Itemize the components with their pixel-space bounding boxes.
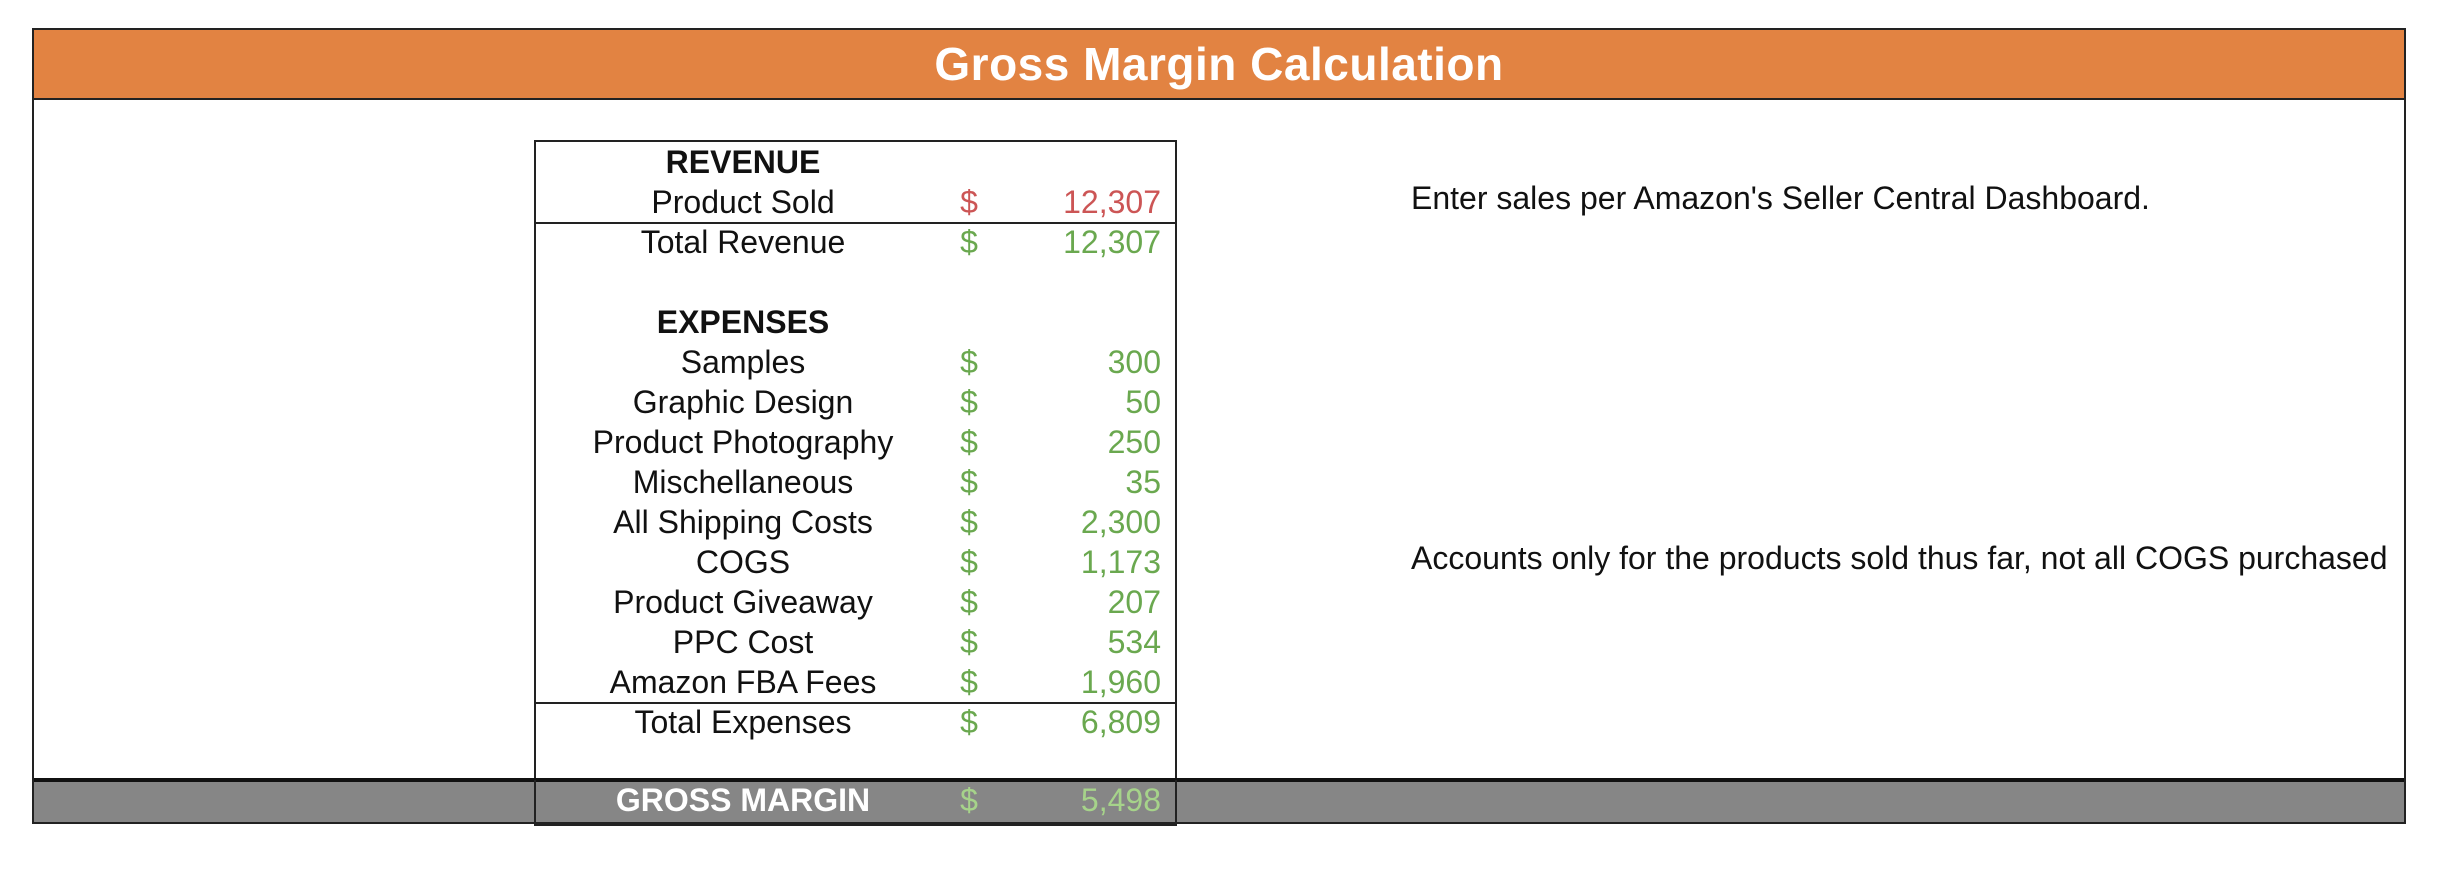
cogs-note: Accounts only for the products sold thus… <box>1411 540 2388 576</box>
row-label: Amazon FBA Fees <box>609 664 877 700</box>
row-label: Mischellaneous <box>632 464 854 500</box>
expense-amount[interactable]: 2,300 <box>1080 504 1161 540</box>
expense-amount[interactable]: 35 <box>1125 464 1161 500</box>
gross-margin-row: GROSS MARGIN $ 5,498 <box>534 780 1177 824</box>
row-label: Graphic Design <box>632 384 854 420</box>
revenue-row-product-sold[interactable]: Product Sold $ 12,307 <box>536 182 1175 222</box>
expense-row-miscellaneous[interactable]: Mischellaneous $ 35 <box>536 462 1175 502</box>
sheet-title: Gross Margin Calculation <box>34 30 2404 100</box>
row-label: Product Giveaway <box>613 584 873 620</box>
expense-amount[interactable]: 250 <box>1107 424 1161 460</box>
currency-symbol: $ <box>960 504 978 540</box>
row-label: Total Revenue <box>640 224 846 260</box>
gross-margin-bar <box>34 778 2404 822</box>
product-sold-amount[interactable]: 12,307 <box>1063 184 1161 220</box>
currency-symbol: $ <box>960 664 978 700</box>
expense-row-product-photography[interactable]: Product Photography $ 250 <box>536 422 1175 462</box>
divider <box>536 222 1175 224</box>
gross-margin-amount: 5,498 <box>1080 782 1161 818</box>
row-label: Samples <box>680 344 806 380</box>
currency-symbol: $ <box>960 384 978 420</box>
expense-row-product-giveaway[interactable]: Product Giveaway $ 207 <box>536 582 1175 622</box>
expense-row-graphic-design[interactable]: Graphic Design $ 50 <box>536 382 1175 422</box>
expense-amount[interactable]: 300 <box>1107 344 1161 380</box>
total-expenses-amount: 6,809 <box>1080 704 1161 740</box>
expenses-heading-row: EXPENSES <box>536 302 1175 342</box>
expense-row-shipping[interactable]: All Shipping Costs $ 2,300 <box>536 502 1175 542</box>
currency-symbol: $ <box>960 424 978 460</box>
currency-symbol: $ <box>960 584 978 620</box>
row-label: Product Photography <box>592 424 894 460</box>
expense-amount[interactable]: 534 <box>1107 624 1161 660</box>
currency-symbol: $ <box>960 184 978 220</box>
revenue-heading: REVENUE <box>665 144 821 180</box>
revenue-heading-row: REVENUE <box>536 142 1175 182</box>
row-label: PPC Cost <box>672 624 814 660</box>
row-label: Total Expenses <box>634 704 852 740</box>
currency-symbol: $ <box>960 782 978 818</box>
expense-row-ppc-cost[interactable]: PPC Cost $ 534 <box>536 622 1175 662</box>
currency-symbol: $ <box>960 344 978 380</box>
expense-amount[interactable]: 1,173 <box>1080 544 1161 580</box>
row-label: COGS <box>695 544 791 580</box>
expense-row-fba-fees[interactable]: Amazon FBA Fees $ 1,960 <box>536 662 1175 702</box>
currency-symbol: $ <box>960 624 978 660</box>
total-expenses-row: Total Expenses $ 6,809 <box>536 702 1175 742</box>
expense-amount[interactable]: 207 <box>1107 584 1161 620</box>
currency-symbol: $ <box>960 704 978 740</box>
expense-amount[interactable]: 50 <box>1125 384 1161 420</box>
currency-symbol: $ <box>960 464 978 500</box>
row-label: Product Sold <box>651 184 835 220</box>
expense-row-cogs[interactable]: COGS $ 1,173 <box>536 542 1175 582</box>
currency-symbol: $ <box>960 224 978 260</box>
total-revenue-row: Total Revenue $ 12,307 <box>536 222 1175 262</box>
sales-note: Enter sales per Amazon's Seller Central … <box>1411 180 2150 216</box>
divider <box>536 702 1175 704</box>
gross-margin-label: GROSS MARGIN <box>615 782 871 818</box>
expense-amount[interactable]: 1,960 <box>1080 664 1161 700</box>
calculation-table: REVENUE Product Sold $ 12,307 Total Reve… <box>534 140 1177 826</box>
currency-symbol: $ <box>960 544 978 580</box>
spreadsheet: Gross Margin Calculation REVENUE Product… <box>32 28 2406 826</box>
total-revenue-amount: 12,307 <box>1063 224 1161 260</box>
expenses-heading: EXPENSES <box>656 304 830 340</box>
row-label: All Shipping Costs <box>613 504 873 540</box>
expense-row-samples[interactable]: Samples $ 300 <box>536 342 1175 382</box>
